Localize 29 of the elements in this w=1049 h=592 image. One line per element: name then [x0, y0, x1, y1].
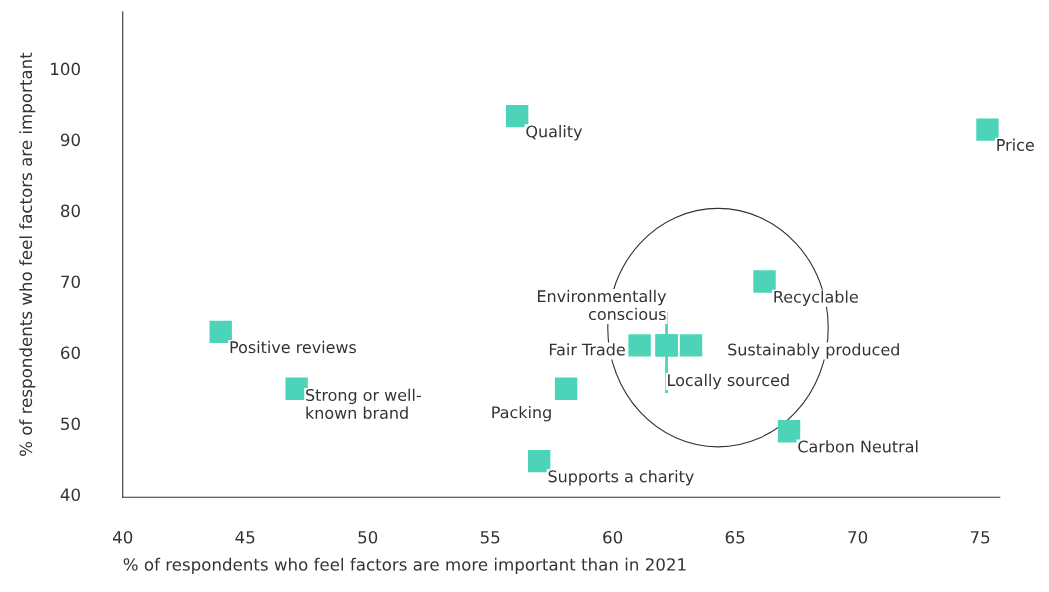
annotation: Sustainably produced: [728, 343, 899, 359]
x-tick-label: 75: [970, 531, 990, 544]
annotation: Price: [997, 138, 1034, 151]
y-tick-label: 100: [51, 62, 80, 76]
x-tick-label: 70: [848, 530, 868, 544]
annotation: Packing: [492, 405, 551, 422]
y-tick-label: 50: [61, 417, 80, 431]
annotation: Supports a charity: [548, 470, 694, 486]
x-tick-label: 60: [603, 530, 623, 544]
x-tick-label: 65: [725, 530, 745, 544]
y-tick-label: 70: [61, 275, 80, 289]
y-tick-label: 40: [60, 488, 80, 502]
annotation: Fair Trade: [549, 343, 625, 356]
annotation: Environmentally conscious: [538, 289, 667, 321]
annotation: Recyclable: [774, 290, 858, 306]
annotation: Quality: [526, 125, 583, 141]
x-tick-label: 45: [235, 531, 255, 544]
annotation: Strong or well- known brand: [306, 388, 421, 419]
x-tick-label: 40: [112, 530, 133, 544]
x-tick-label: 50: [358, 530, 378, 544]
x-axis-title: % of respondents who feel factors are more important than in 2021: [123, 557, 686, 574]
y-tick-label: 60: [61, 346, 80, 360]
x-tick-label: 55: [480, 531, 500, 544]
y-tick-label: 90: [60, 133, 80, 147]
annotation: Locally sourced: [668, 373, 789, 390]
y-axis-title: % of respondents who feel factors are important: [19, 52, 36, 456]
y-tick-label: 80: [60, 204, 80, 218]
annotation: Positive reviews: [230, 340, 357, 354]
annotation: Carbon Neutral: [798, 440, 918, 453]
